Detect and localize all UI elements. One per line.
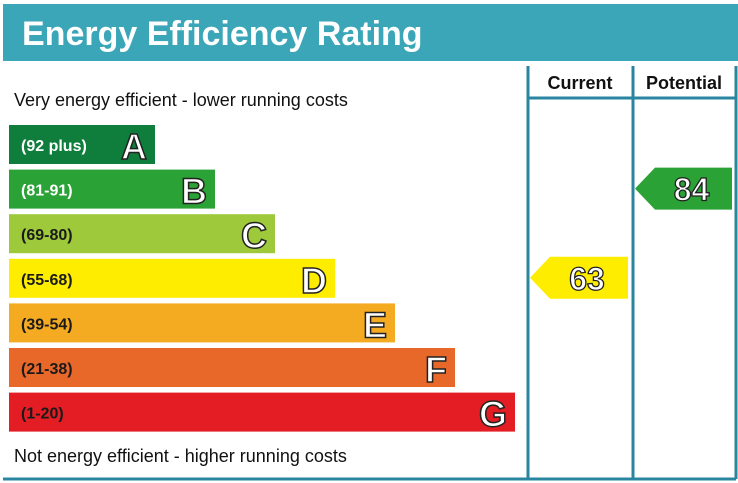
- band-a: (92 plus) A: [9, 125, 155, 168]
- rating-arrows: 63 84: [530, 167, 732, 299]
- band-letter: D: [301, 260, 327, 301]
- potential-arrow-shape: [635, 167, 732, 210]
- band-range: (55-68): [21, 272, 73, 289]
- band-bar: [9, 303, 395, 343]
- band-range: (21-38): [21, 361, 73, 378]
- band-letter: F: [425, 349, 447, 390]
- current-rating-value: 63: [569, 261, 605, 297]
- column-header-potential: Potential: [646, 73, 722, 93]
- band-letter: B: [181, 171, 207, 212]
- top-label: Very energy efficient - lower running co…: [14, 90, 348, 110]
- band-range: (39-54): [21, 316, 73, 333]
- current-rating-arrow: 63: [530, 256, 628, 299]
- band-bar: [9, 214, 275, 254]
- potential-rating-value: 84: [674, 172, 710, 208]
- column-header-current: Current: [547, 73, 612, 93]
- current-arrow-shape: [530, 256, 628, 299]
- band-c: (69-80) C: [9, 214, 275, 257]
- band-f: (21-38) F: [9, 348, 455, 391]
- band-d: (55-68) D: [9, 258, 335, 302]
- bands: (92 plus) A(81-91) B(69-80) C(55-68) D(39-54…: [9, 125, 515, 435]
- title-bar: [3, 4, 738, 61]
- band-letter: A: [121, 126, 147, 167]
- band-range: (1-20): [21, 406, 64, 423]
- band-range: (92 plus): [21, 138, 87, 155]
- potential-rating-arrow: 84: [635, 167, 732, 210]
- band-letter: E: [363, 304, 387, 345]
- band-b: (81-91) B: [9, 169, 215, 212]
- chart-title: Energy Efficiency Rating: [22, 15, 423, 53]
- band-bar: [9, 392, 515, 432]
- band-bar: [9, 125, 155, 164]
- band-bar: [9, 169, 215, 209]
- bottom-label: Not energy efficient - higher running co…: [14, 446, 347, 466]
- band-letter: G: [479, 394, 507, 435]
- band-letter: C: [241, 215, 267, 256]
- band-e: (39-54) E: [9, 303, 395, 346]
- band-range: (69-80): [21, 227, 73, 244]
- band-bar: [9, 348, 455, 387]
- frame-lines: [3, 66, 738, 481]
- band-g: (1-20) G: [9, 392, 515, 435]
- band-bar: [9, 258, 335, 298]
- band-range: (81-91): [21, 183, 73, 200]
